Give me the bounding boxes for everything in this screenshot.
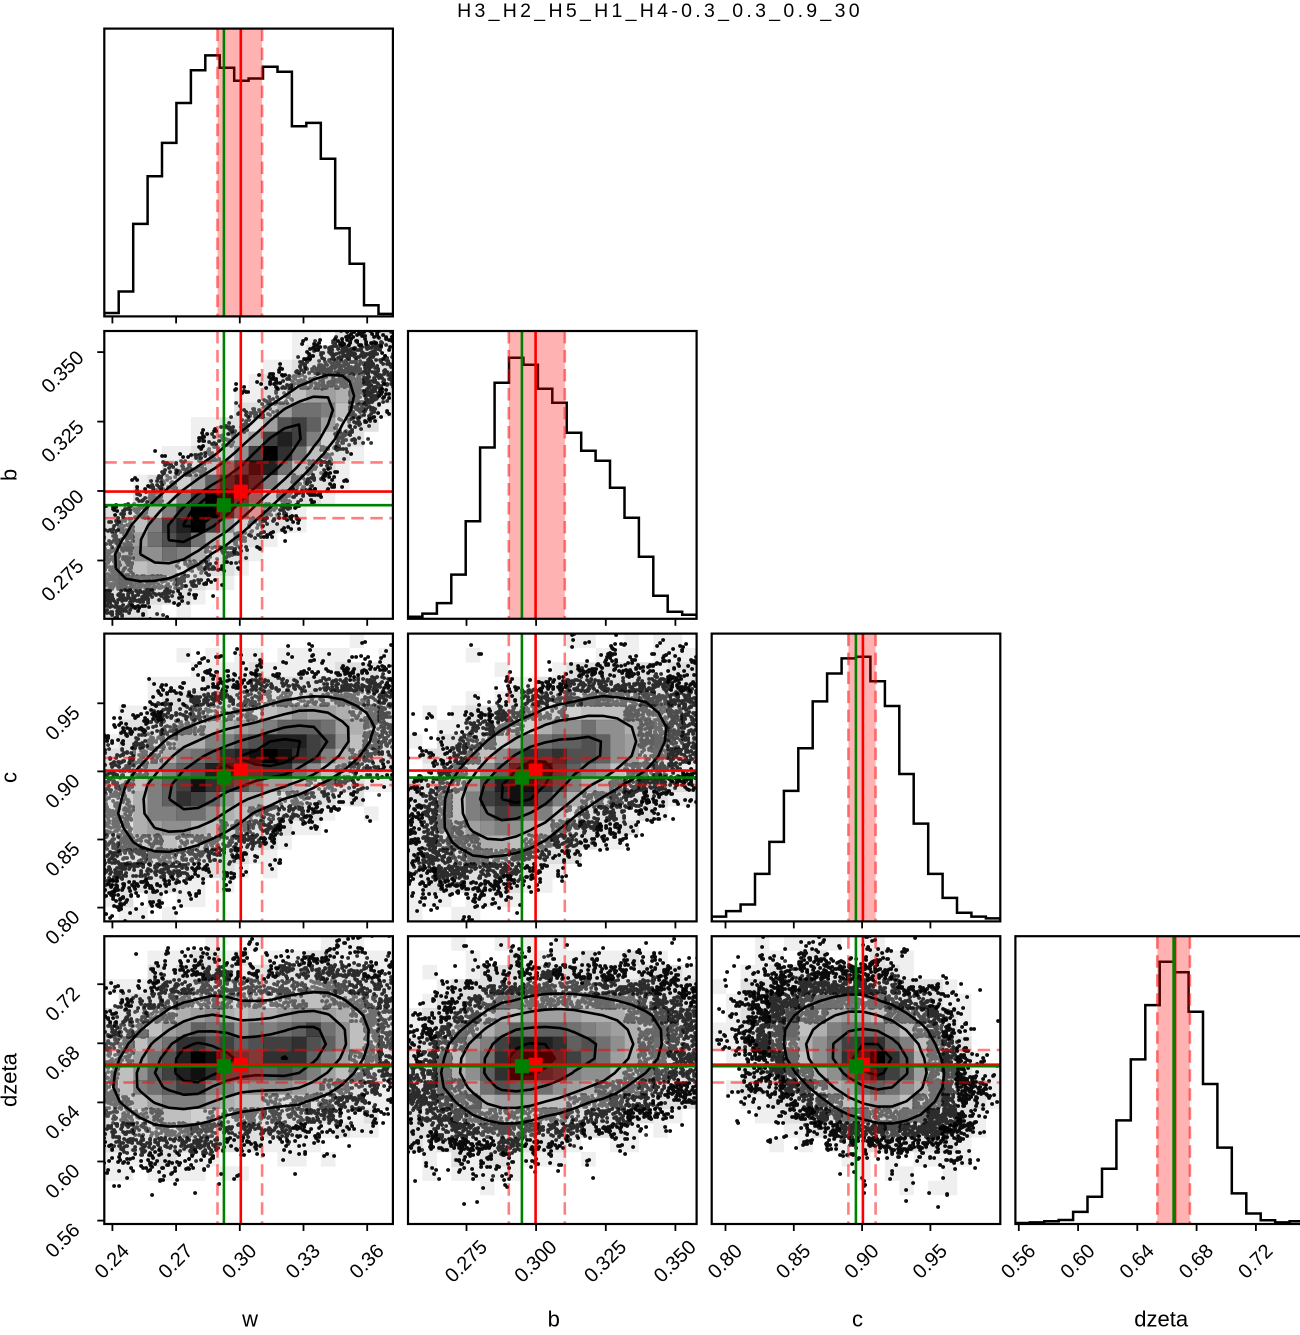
svg-text:b: b (0, 469, 22, 481)
svg-text:H3_H2_H5_H1_H4-0.3_0.3_0.9_30: H3_H2_H5_H1_H4-0.3_0.3_0.9_30 (457, 0, 863, 22)
svg-text:dzeta: dzeta (1134, 1307, 1189, 1331)
svg-text:c: c (0, 772, 22, 783)
svg-text:w: w (241, 1307, 258, 1331)
svg-text:b: b (548, 1307, 560, 1331)
svg-text:c: c (852, 1307, 863, 1331)
svg-text:dzeta: dzeta (0, 1052, 22, 1107)
